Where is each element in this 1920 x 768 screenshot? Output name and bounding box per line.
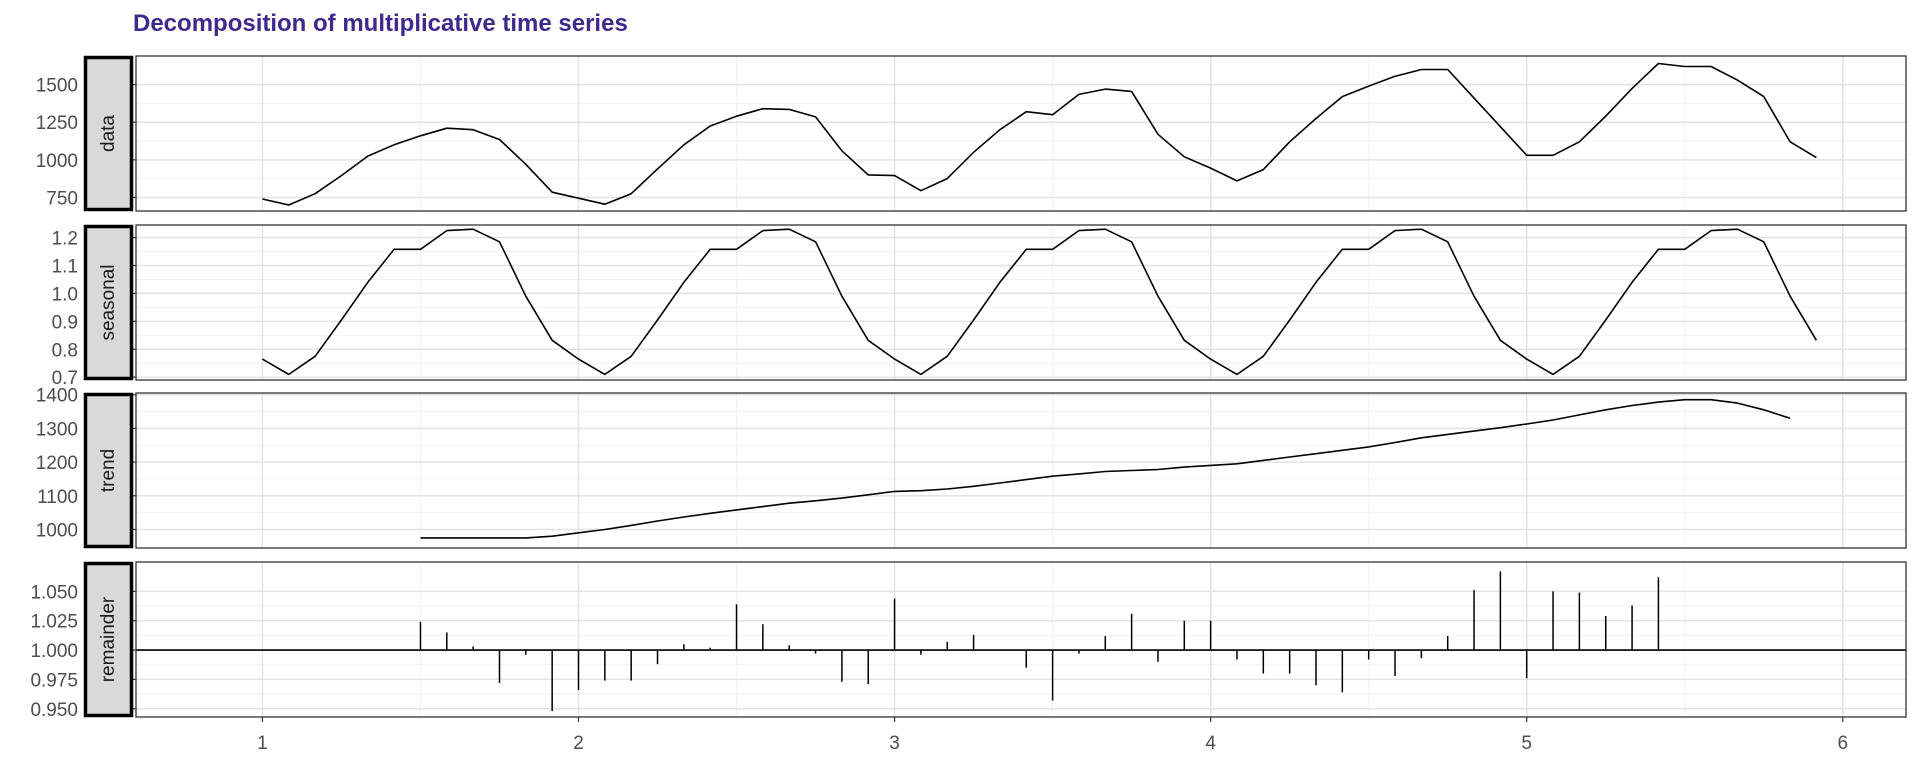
panel-border: [135, 55, 1907, 212]
panel-border: [135, 561, 1907, 718]
y-tick-label: 1.2: [52, 229, 78, 250]
panel-background: [136, 562, 1906, 717]
x-tick-label: 4: [1205, 733, 1216, 754]
series-line-data: [262, 62, 1817, 206]
y-tick-label: 1.050: [30, 582, 78, 603]
x-tick-label: 6: [1837, 733, 1848, 754]
y-tick-label: 0.9: [52, 312, 78, 333]
panel-border: [135, 392, 1907, 549]
panel-strip-label: data: [98, 115, 119, 152]
y-tick-label: 1000: [36, 520, 78, 541]
panel-strip: [83, 392, 134, 549]
x-tick-label: 2: [573, 733, 584, 754]
panel-strip: [83, 561, 134, 718]
y-tick-label: 1500: [36, 76, 78, 97]
y-tick-label: 750: [46, 188, 78, 209]
y-tick-label: 1000: [36, 151, 78, 172]
panel-strip-label: remainder: [98, 596, 119, 682]
panel-strip: [83, 55, 134, 212]
y-tick-label: 0.975: [30, 670, 78, 691]
series-line-seasonal: [261, 228, 1818, 376]
panel-background: [136, 225, 1906, 380]
panel-border: [135, 224, 1907, 381]
y-tick-label: 1.0: [52, 284, 78, 305]
y-tick-label: 1400: [36, 386, 78, 407]
x-tick-label: 3: [889, 733, 900, 754]
y-tick-label: 1.025: [30, 612, 78, 633]
panel-strip-label: trend: [98, 449, 119, 492]
y-tick-label: 1300: [36, 419, 78, 440]
panel-background: [136, 56, 1906, 211]
panel-strip-label: seasonal: [98, 264, 119, 340]
panel-strip: [83, 224, 134, 381]
panel-background: [136, 393, 1906, 548]
x-tick-label: 1: [257, 733, 268, 754]
y-tick-label: 0.7: [52, 368, 78, 389]
y-tick-label: 1.1: [52, 256, 78, 277]
y-tick-label: 0.950: [30, 700, 78, 721]
x-tick-label: 5: [1521, 733, 1532, 754]
series-line-trend: [420, 398, 1791, 539]
y-tick-label: 1200: [36, 453, 78, 474]
y-tick-label: 1100: [37, 487, 78, 508]
y-tick-label: 0.8: [52, 340, 78, 361]
y-tick-label: 1.000: [30, 641, 78, 662]
chart-title: Decomposition of multiplicative time ser…: [133, 10, 628, 37]
y-tick-label: 1250: [36, 113, 78, 134]
